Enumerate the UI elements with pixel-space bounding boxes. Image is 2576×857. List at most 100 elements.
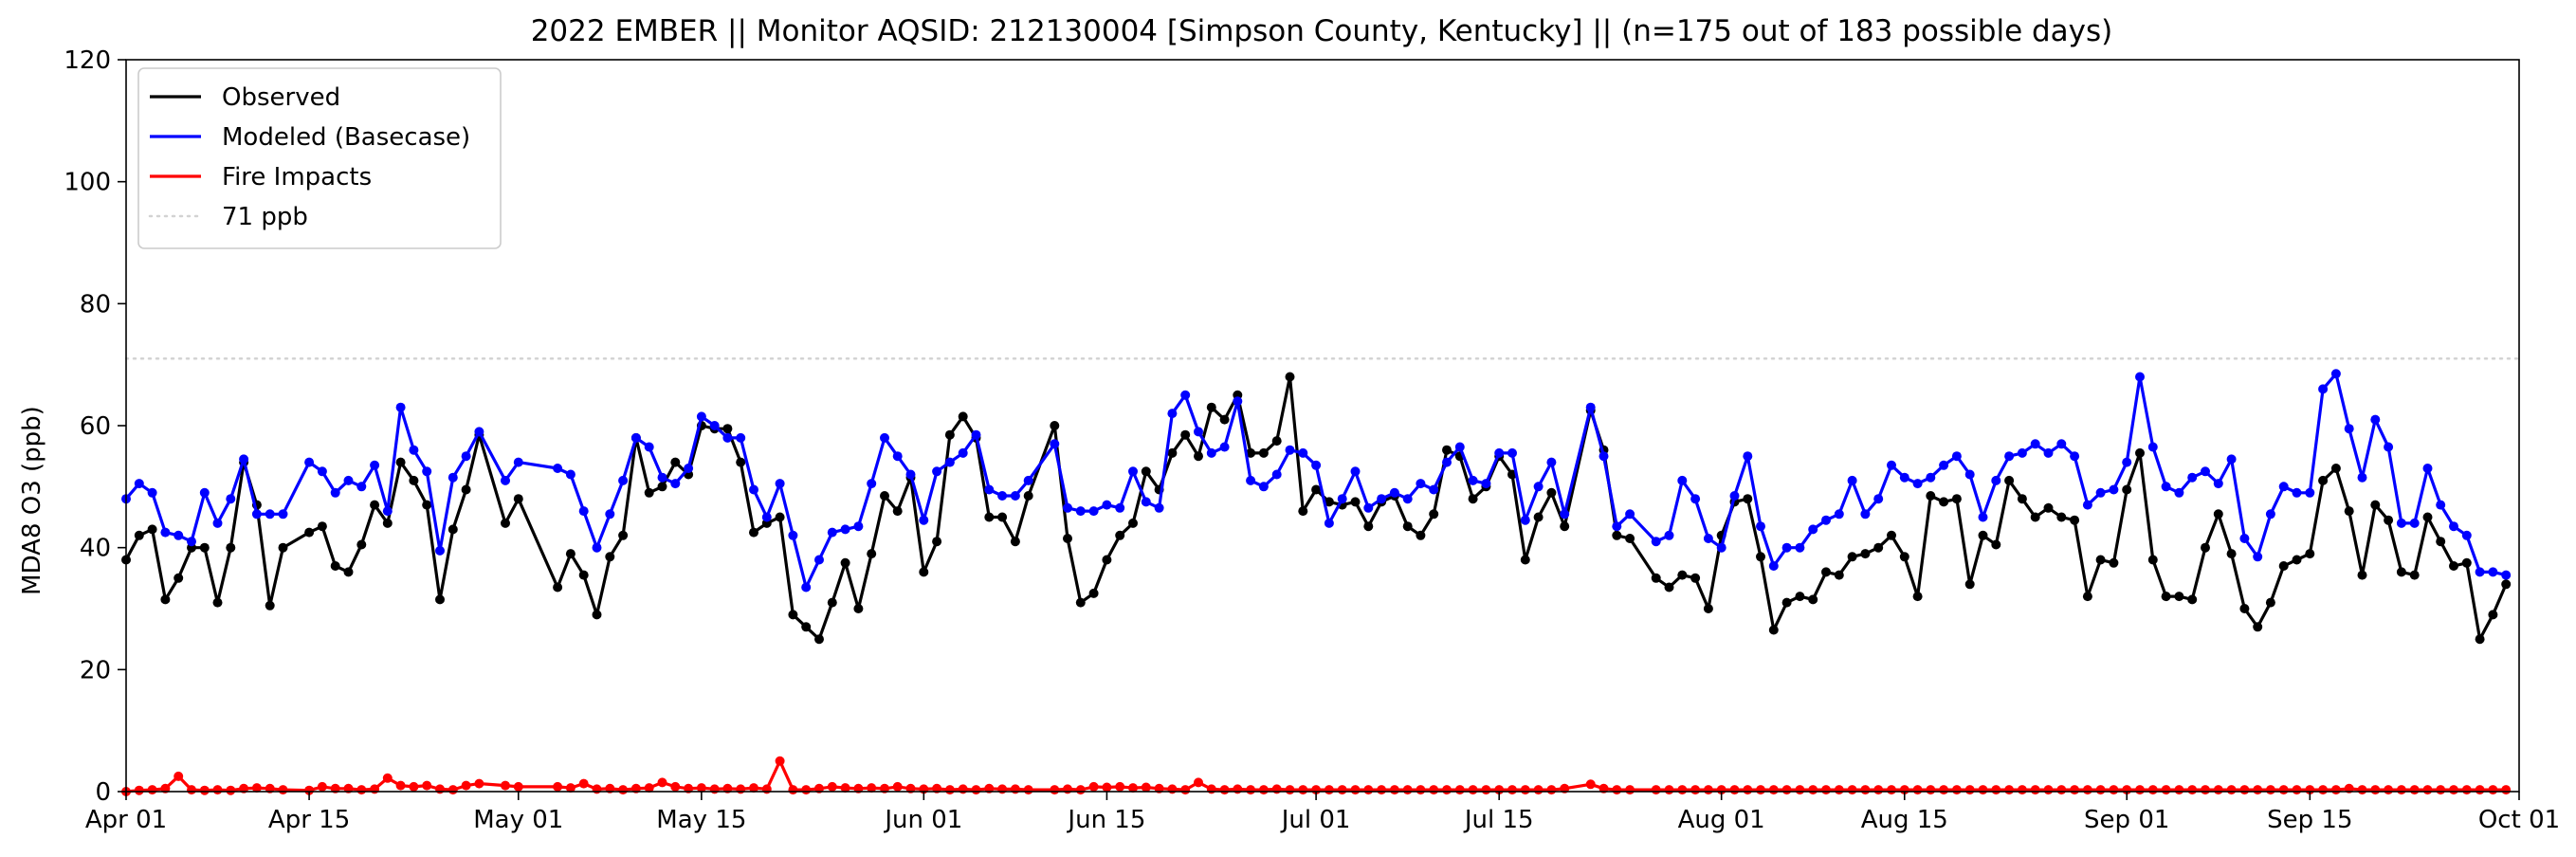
data-point <box>174 573 184 583</box>
data-point <box>2292 785 2302 795</box>
data-point <box>592 610 602 620</box>
data-point <box>2174 487 2184 498</box>
y-tick-label: 0 <box>95 778 111 807</box>
data-point <box>1612 530 1622 540</box>
data-point <box>304 527 315 538</box>
data-point <box>1887 460 1896 470</box>
data-point <box>2043 785 2054 795</box>
data-point <box>1402 494 1413 504</box>
data-point <box>867 549 877 559</box>
data-point <box>226 542 236 553</box>
data-point <box>1651 785 1661 795</box>
data-point <box>147 524 157 535</box>
data-point <box>801 582 812 593</box>
data-point <box>2436 785 2446 795</box>
data-point <box>1756 552 1765 562</box>
data-point <box>2422 464 2433 473</box>
data-point <box>657 472 667 483</box>
data-point <box>1677 570 1688 580</box>
data-point <box>1102 500 1112 510</box>
data-point <box>749 527 758 538</box>
data-point <box>1716 542 1726 553</box>
data-point <box>501 518 510 528</box>
data-point <box>2265 597 2275 608</box>
data-point <box>853 521 864 532</box>
data-point <box>1599 451 1609 462</box>
data-point <box>696 411 706 422</box>
data-point <box>2070 515 2080 525</box>
data-point <box>565 469 575 480</box>
data-point <box>2030 439 2040 449</box>
data-point <box>343 567 354 577</box>
data-point <box>1873 494 1884 504</box>
data-point <box>1075 597 1086 608</box>
data-point <box>2239 604 2250 613</box>
data-point <box>827 781 837 792</box>
data-point <box>1088 588 1099 598</box>
data-point <box>1664 530 1674 540</box>
data-point <box>2305 487 2315 498</box>
data-point <box>2095 785 2106 795</box>
data-point <box>278 509 288 520</box>
data-point <box>853 604 864 613</box>
data-point <box>2082 500 2092 510</box>
data-point <box>2330 464 2341 473</box>
data-point <box>1821 567 1831 577</box>
data-point <box>827 597 837 608</box>
data-point <box>1206 784 1216 794</box>
data-point <box>867 479 877 489</box>
data-point <box>2449 785 2458 795</box>
data-point <box>2135 372 2145 382</box>
data-point <box>2122 484 2132 495</box>
data-point <box>644 487 654 498</box>
data-point <box>1402 785 1413 795</box>
data-point <box>1063 502 1072 513</box>
data-point <box>461 780 471 791</box>
data-point <box>2239 534 2250 543</box>
data-point <box>775 756 785 766</box>
data-point <box>1389 487 1399 498</box>
data-point <box>2187 594 2198 605</box>
data-point <box>1887 785 1896 795</box>
data-point <box>958 784 968 794</box>
data-point <box>944 457 955 467</box>
data-point <box>1520 785 1530 795</box>
data-point <box>1442 445 1452 455</box>
data-point <box>2422 785 2433 795</box>
data-point <box>1743 785 1753 795</box>
data-point <box>2265 509 2275 520</box>
data-point <box>1429 484 1439 495</box>
data-point <box>147 487 157 498</box>
data-point <box>2488 610 2498 620</box>
data-point <box>2330 369 2341 379</box>
data-point <box>409 445 419 455</box>
data-point <box>1298 785 1308 795</box>
x-tick-label: May 01 <box>473 806 563 834</box>
data-point <box>2501 570 2512 580</box>
data-point <box>501 780 510 791</box>
data-point <box>330 487 340 498</box>
data-point <box>317 521 327 532</box>
data-point <box>134 479 144 489</box>
data-point <box>2357 785 2367 795</box>
data-point <box>2239 785 2250 795</box>
data-point <box>1363 785 1374 795</box>
data-point <box>1978 785 1988 795</box>
data-point <box>1729 491 1740 501</box>
legend-box <box>137 67 502 249</box>
data-point <box>892 781 903 792</box>
data-point <box>1703 604 1713 613</box>
data-point <box>1768 561 1779 571</box>
data-point <box>2174 785 2184 795</box>
data-point <box>984 512 995 522</box>
data-point <box>1363 521 1374 532</box>
data-point <box>1154 502 1164 513</box>
data-point <box>1010 491 1020 501</box>
data-point <box>199 542 210 553</box>
data-point <box>880 432 889 443</box>
data-point <box>317 781 327 792</box>
data-point <box>1664 582 1674 593</box>
data-point <box>435 784 445 794</box>
data-point <box>618 785 629 795</box>
data-point <box>1063 784 1072 794</box>
